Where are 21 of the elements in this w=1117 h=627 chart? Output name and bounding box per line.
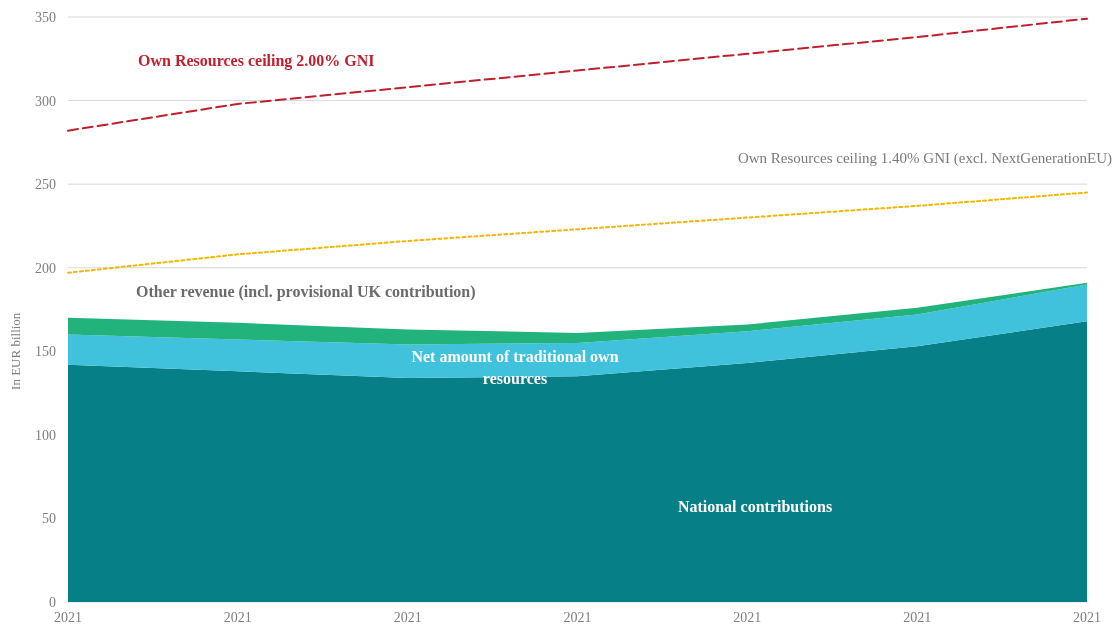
- y-tick-label: 150: [35, 344, 56, 360]
- y-tick-label: 300: [35, 93, 56, 109]
- x-tick-label: 2021: [733, 610, 762, 625]
- x-tick-label: 2021: [223, 610, 252, 625]
- x-tick-label: 2021: [563, 610, 592, 625]
- x-tick-label: 2021: [393, 610, 422, 625]
- y-tick-label: 200: [35, 260, 56, 276]
- y-tick-label: 50: [42, 511, 56, 527]
- y-axis-title: In EUR billion: [8, 312, 23, 390]
- y-tick-label: 350: [35, 10, 56, 25]
- text: Own Resources ceiling 1.40% GNI (excl. NextGenerationEU): [737, 150, 1112, 167]
- y-tick-label: 250: [35, 177, 56, 193]
- y-tick-label: 100: [35, 427, 56, 443]
- x-tick-label: 2021: [903, 610, 932, 625]
- series-label: Own Resources ceiling 2.00% GNI: [138, 52, 375, 70]
- line-series: [67, 17, 1088, 132]
- x-tick-label: 2021: [54, 610, 82, 625]
- x-tick-label: 2021: [1073, 610, 1101, 625]
- series-label: Other revenue (incl. provisional UK contribution): [136, 283, 476, 301]
- line-series: [67, 191, 1088, 274]
- y-tick-label: 0: [49, 595, 56, 610]
